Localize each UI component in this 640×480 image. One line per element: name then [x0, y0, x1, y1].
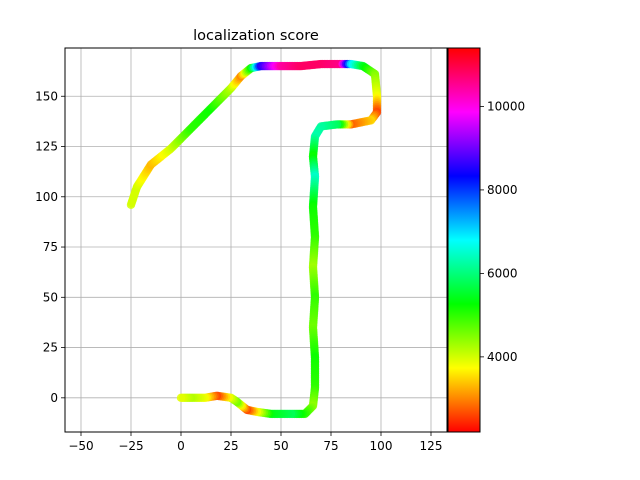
colorbar-tick-label: 4000 — [487, 350, 518, 364]
y-tick-label: 75 — [43, 240, 58, 254]
colorbar: 4000 6000 8000 10000 — [447, 47, 525, 433]
x-tick-label: 25 — [223, 439, 238, 453]
x-axis: −50 −25 0 25 50 75 100 125 — [68, 432, 442, 453]
y-tick-label: 0 — [50, 391, 58, 405]
colorbar-frame — [447, 47, 481, 433]
y-tick-label: 25 — [43, 341, 58, 355]
x-tick-label: 100 — [370, 439, 393, 453]
x-tick-label: −25 — [118, 439, 143, 453]
data-points — [126, 59, 382, 419]
colorbar-gradient — [448, 48, 480, 432]
x-tick-label: 75 — [323, 439, 338, 453]
y-tick-label: 100 — [35, 190, 58, 204]
x-tick-label: 0 — [177, 439, 185, 453]
chart-title: localization score — [193, 28, 319, 44]
colorbar-tick-label: 6000 — [487, 266, 518, 280]
colorbar-tick-label: 8000 — [487, 183, 518, 197]
grid-lines — [65, 48, 447, 432]
data-point — [176, 393, 186, 403]
plot-frame — [64, 47, 448, 433]
x-tick-label: 50 — [273, 439, 288, 453]
y-tick-label: 150 — [35, 89, 58, 103]
y-tick-label: 50 — [43, 290, 58, 304]
y-axis: 0 25 50 75 100 125 150 — [35, 89, 65, 405]
colorbar-tick-label: 10000 — [487, 99, 525, 113]
x-tick-label: 125 — [420, 439, 443, 453]
y-tick-label: 125 — [35, 140, 58, 154]
colorbar-ticks: 4000 6000 8000 10000 — [480, 99, 525, 364]
x-tick-label: −50 — [68, 439, 93, 453]
